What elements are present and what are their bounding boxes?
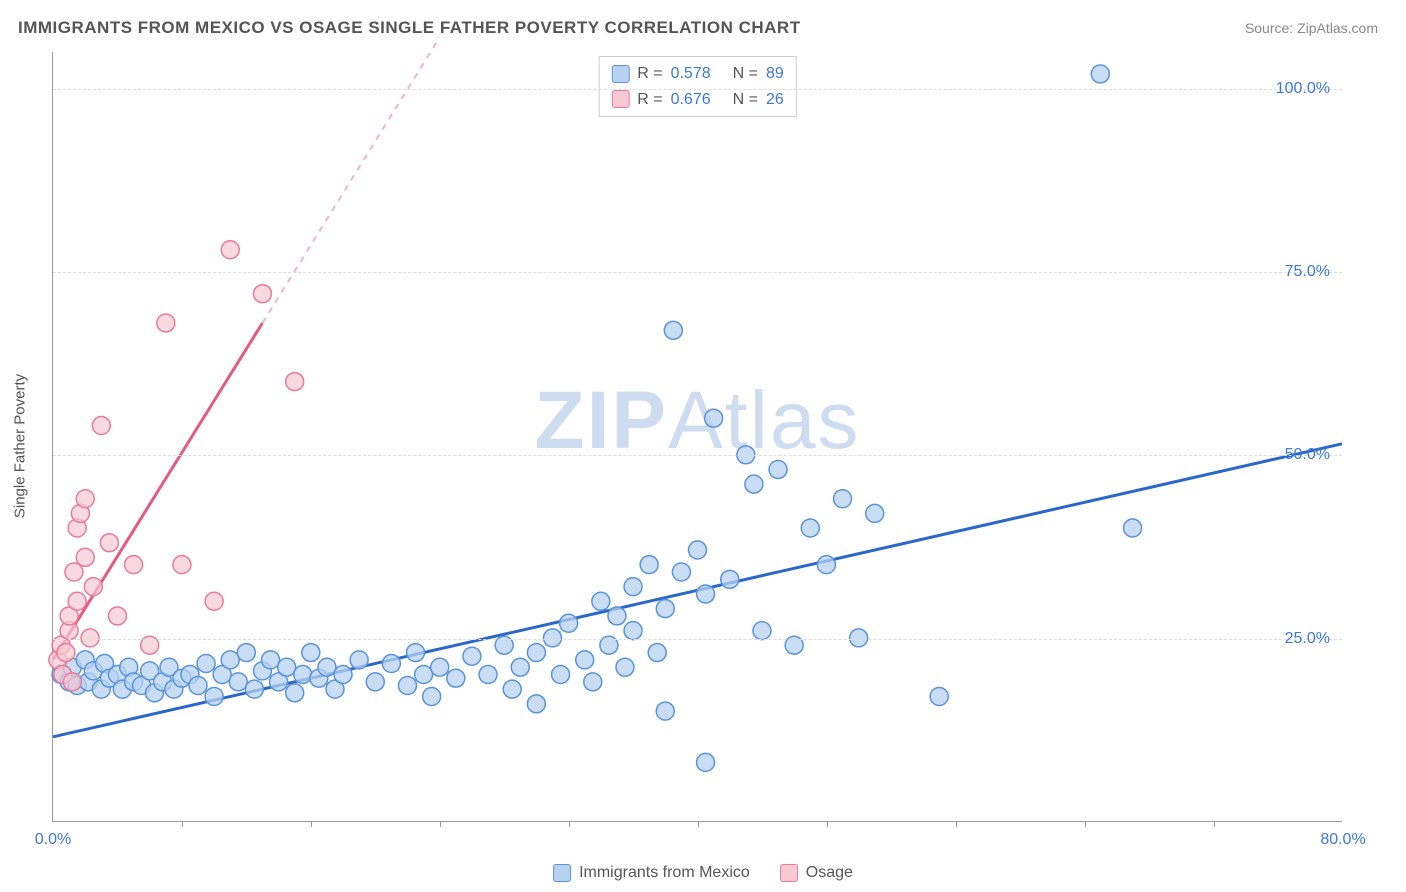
- plot-area: ZIPAtlas R = 0.578 N = 89 R = 0.676 N = …: [52, 52, 1342, 822]
- y-tick-label: 75.0%: [1285, 263, 1330, 281]
- legend-correlation-row: R = 0.578 N = 89: [611, 61, 784, 87]
- y-tick-label: 100.0%: [1276, 80, 1330, 98]
- y-tick-label: 50.0%: [1285, 446, 1330, 464]
- y-axis-label: Single Father Poverty: [12, 374, 29, 518]
- scatter-svg: [53, 52, 1342, 821]
- y-tick-label: 25.0%: [1285, 630, 1330, 648]
- legend-series: Immigrants from Mexico Osage: [553, 864, 853, 882]
- legend-series-item: Immigrants from Mexico: [553, 864, 750, 882]
- legend-series-item: Osage: [780, 864, 853, 882]
- x-tick-label: 80.0%: [1320, 831, 1365, 849]
- source-label: Source: ZipAtlas.com: [1245, 20, 1378, 36]
- legend-correlation: R = 0.578 N = 89 R = 0.676 N = 26: [598, 56, 797, 117]
- legend-correlation-row: R = 0.676 N = 26: [611, 87, 784, 113]
- chart-title: IMMIGRANTS FROM MEXICO VS OSAGE SINGLE F…: [18, 18, 801, 38]
- x-tick-label: 0.0%: [35, 831, 71, 849]
